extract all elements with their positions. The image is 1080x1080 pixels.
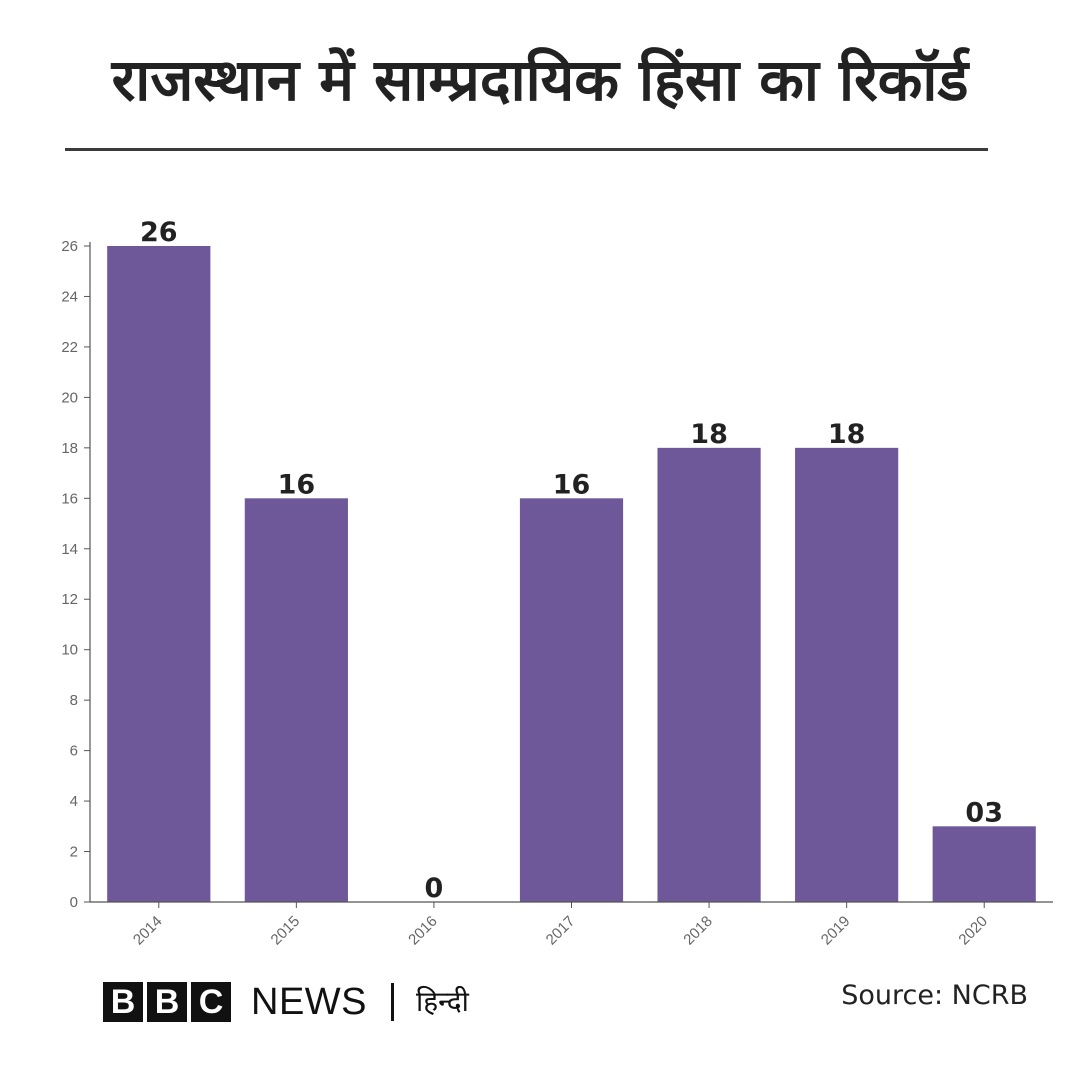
y-tick-label: 26 (61, 238, 78, 255)
bar (519, 498, 624, 902)
data-label: 18 (690, 419, 728, 450)
bbc-logo-letter-3: C (191, 982, 231, 1022)
y-tick-label: 0 (70, 894, 78, 911)
bar (244, 498, 348, 902)
chart-title: राजस्थान में साम्प्रदायिक हिंसा का रिकॉर… (111, 46, 969, 114)
data-label: 16 (553, 469, 591, 500)
logo-divider (391, 983, 394, 1021)
data-label: 26 (140, 217, 178, 248)
title-divider (65, 148, 988, 151)
y-tick-label: 18 (61, 440, 78, 457)
y-tick-label: 16 (61, 490, 78, 507)
bbc-logo-letter-2: B (147, 982, 187, 1022)
bbc-logo-letter-1: B (103, 982, 143, 1022)
data-label: 03 (965, 797, 1003, 828)
y-tick-label: 4 (70, 793, 78, 810)
x-tick-label: 2020 (955, 913, 991, 949)
bar (795, 447, 899, 902)
y-tick-label: 14 (61, 541, 78, 558)
data-label: 16 (278, 469, 316, 500)
news-wordmark: NEWS (251, 981, 367, 1023)
y-tick-label: 2 (70, 844, 78, 861)
x-tick-label: 2019 (818, 913, 854, 949)
bar (932, 826, 1036, 902)
x-tick-label: 2018 (680, 913, 716, 949)
x-tick-label: 2016 (405, 913, 441, 949)
y-tick-label: 24 (61, 288, 78, 305)
y-tick-label: 8 (70, 692, 78, 709)
y-tick-label: 20 (61, 389, 78, 406)
bar (657, 447, 761, 902)
y-tick-label: 22 (61, 339, 78, 356)
data-label: 18 (828, 419, 866, 450)
bar (107, 246, 211, 902)
x-tick-label: 2015 (268, 913, 304, 949)
y-tick-label: 10 (61, 642, 78, 659)
bbc-news-hindi-logo: B B C NEWS हिन्दी (103, 982, 469, 1022)
service-name: हिन्दी (416, 985, 469, 1018)
y-tick-label: 6 (70, 743, 78, 760)
x-tick-label: 2014 (130, 913, 166, 949)
x-tick-label: 2017 (543, 913, 579, 949)
y-tick-label: 12 (61, 591, 78, 608)
source-note: Source: NCRB (841, 980, 1028, 1011)
data-label: 0 (425, 873, 444, 904)
